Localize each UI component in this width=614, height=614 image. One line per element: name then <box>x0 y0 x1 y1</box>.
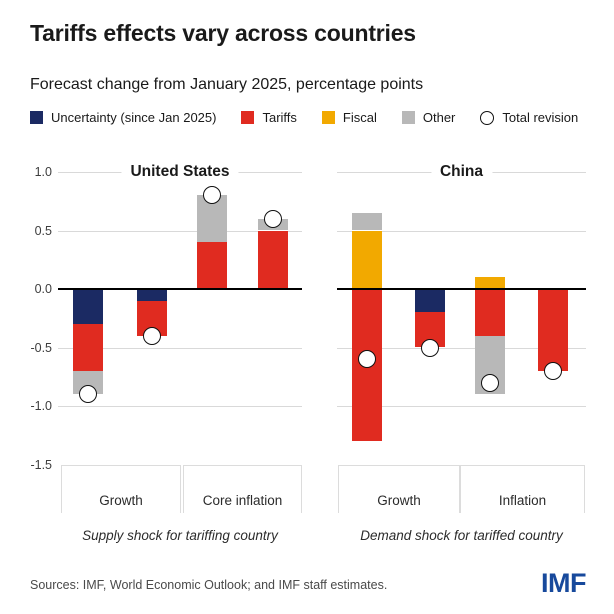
category-box <box>61 465 181 513</box>
panel-title: China <box>430 163 493 181</box>
legend-item-uncertainty: Uncertainty (since Jan 2025) <box>30 110 216 125</box>
fiscal-swatch-icon <box>321 111 335 124</box>
total-revision-marker <box>421 338 439 357</box>
other-swatch-icon <box>401 111 415 124</box>
sources-note: Sources: IMF, World Economic Outlook; an… <box>30 578 388 592</box>
legend-item-fiscal: Fiscal <box>321 110 377 125</box>
bar-segment-tariffs <box>73 324 103 371</box>
panel-caption: Demand shock for tariffed country <box>360 528 563 543</box>
y-tick-label: 0.5 <box>34 223 52 238</box>
legend-item-total-revision: Total revision <box>480 110 578 125</box>
panel-title: United States <box>121 163 239 181</box>
category-box <box>460 465 585 513</box>
bar-segment-other <box>352 212 382 231</box>
category-box <box>183 465 302 513</box>
bar-segment-tariffs <box>197 242 227 289</box>
group-label: Growth <box>99 493 143 508</box>
group-label: Core inflation <box>202 493 283 508</box>
legend-item-other: Other <box>401 110 456 125</box>
group-label: Growth <box>377 493 421 508</box>
legend-label: Tariffs <box>262 110 297 125</box>
page-subtitle: Forecast change from January 2025, perce… <box>30 76 424 93</box>
total-revision-marker <box>358 350 376 369</box>
y-tick-label: -1.0 <box>30 399 52 413</box>
gridline <box>58 347 302 349</box>
group-label: Inflation <box>498 493 547 508</box>
zero-axis-line <box>337 288 586 290</box>
y-tick-label: 1.0 <box>34 165 52 179</box>
bar-segment-tariffs <box>538 289 568 371</box>
legend-label: Uncertainty (since Jan 2025) <box>51 110 217 125</box>
total-revision-marker <box>264 209 282 228</box>
gridline <box>337 347 586 349</box>
panel-caption: Supply shock for tariffing country <box>82 528 278 543</box>
category-box <box>338 465 460 513</box>
legend-label: Total revision <box>502 110 579 125</box>
gridline <box>337 406 586 407</box>
gridline <box>58 406 302 407</box>
zero-axis-line <box>58 288 302 290</box>
total-revision-marker <box>143 326 161 345</box>
bar-segment-tariffs <box>258 230 288 289</box>
bar-segment-fiscal <box>352 230 382 289</box>
y-tick-label: -1.5 <box>30 457 52 472</box>
legend-item-tariffs: Tariffs <box>241 110 297 125</box>
y-tick-label: -0.5 <box>30 340 52 355</box>
uncertainty-swatch-icon <box>30 111 43 124</box>
total-revision-marker <box>481 373 499 392</box>
total-revision-marker <box>544 361 562 380</box>
total-revision-marker <box>203 186 221 205</box>
tariffs-swatch-icon <box>241 111 255 124</box>
bar-segment-tariffs <box>475 289 505 336</box>
total-revision-circle-icon <box>480 110 495 125</box>
legend: Uncertainty (since Jan 2025) Tariffs Fis… <box>30 110 578 125</box>
legend-label: Other <box>422 110 456 125</box>
bar-segment-uncertainty <box>73 289 103 325</box>
total-revision-marker <box>79 385 97 404</box>
y-tick-label: 0.0 <box>34 282 52 296</box>
gridline <box>337 230 586 232</box>
page-title: Tariffs effects vary across countries <box>30 20 416 46</box>
bar-segment-uncertainty <box>137 289 167 301</box>
bar-segment-fiscal <box>475 277 505 289</box>
imf-logo: IMF <box>541 568 587 598</box>
legend-label: Fiscal <box>342 110 377 125</box>
gridline <box>58 230 302 232</box>
bar-segment-uncertainty <box>415 289 445 313</box>
